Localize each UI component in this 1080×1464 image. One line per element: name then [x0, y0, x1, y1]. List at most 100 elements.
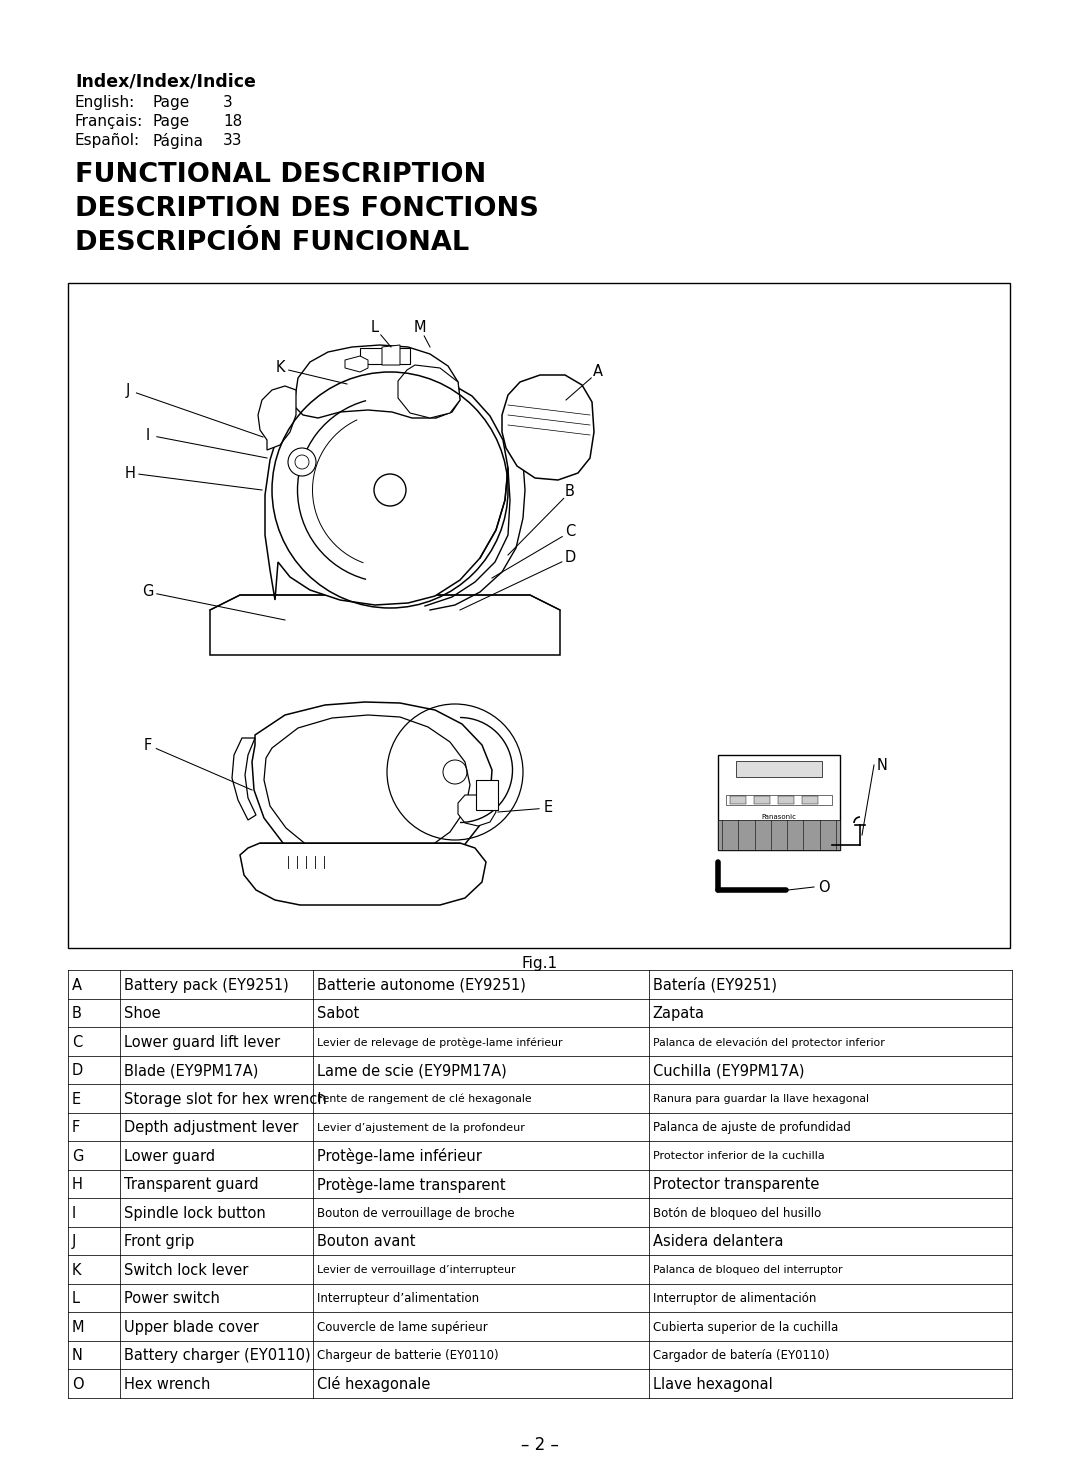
- Text: Palanca de ajuste de profundidad: Palanca de ajuste de profundidad: [652, 1121, 850, 1135]
- Text: Fig.1: Fig.1: [522, 956, 558, 971]
- Polygon shape: [265, 373, 508, 605]
- Text: C: C: [72, 1035, 82, 1050]
- Text: F: F: [144, 738, 152, 752]
- Polygon shape: [345, 356, 368, 372]
- Text: Index/Index/Indice: Index/Index/Indice: [75, 72, 256, 89]
- Text: K: K: [275, 360, 285, 375]
- Text: English:: English:: [75, 95, 135, 110]
- Text: Página: Página: [153, 133, 204, 149]
- Text: FUNCTIONAL DESCRIPTION: FUNCTIONAL DESCRIPTION: [75, 163, 486, 187]
- Text: Transparent guard: Transparent guard: [124, 1177, 258, 1192]
- Bar: [778, 796, 794, 804]
- Text: M: M: [72, 1319, 84, 1335]
- Text: I: I: [72, 1206, 77, 1221]
- Text: E: E: [543, 801, 553, 815]
- Text: A: A: [72, 978, 82, 993]
- Text: Spindle lock button: Spindle lock button: [124, 1206, 266, 1221]
- Text: 3: 3: [222, 95, 233, 110]
- Text: Protège-lame inférieur: Protège-lame inférieur: [318, 1148, 483, 1164]
- Text: J: J: [125, 382, 131, 398]
- Text: Cubierta superior de la cuchilla: Cubierta superior de la cuchilla: [652, 1321, 838, 1334]
- Text: Lower guard lift lever: Lower guard lift lever: [124, 1035, 280, 1050]
- Text: I: I: [146, 427, 150, 442]
- Text: J: J: [72, 1234, 77, 1249]
- Text: Page: Page: [153, 114, 190, 129]
- Text: Palanca de bloqueo del interruptor: Palanca de bloqueo del interruptor: [652, 1265, 842, 1275]
- Text: N: N: [877, 757, 888, 773]
- Text: Sabot: Sabot: [318, 1006, 360, 1022]
- Bar: [68, 283, 1010, 949]
- Text: Upper blade cover: Upper blade cover: [124, 1319, 259, 1335]
- Text: Botón de bloqueo del husillo: Botón de bloqueo del husillo: [652, 1206, 821, 1220]
- Bar: [476, 780, 498, 810]
- Text: DESCRIPTION DES FONCTIONS: DESCRIPTION DES FONCTIONS: [75, 196, 539, 223]
- Text: O: O: [819, 880, 829, 895]
- Text: Fente de rangement de clé hexagonale: Fente de rangement de clé hexagonale: [318, 1094, 532, 1104]
- Text: Batterie autonome (EY9251): Batterie autonome (EY9251): [318, 978, 526, 993]
- Text: Switch lock lever: Switch lock lever: [124, 1263, 248, 1278]
- Text: G: G: [72, 1149, 83, 1164]
- Text: N: N: [72, 1348, 83, 1363]
- Text: Depth adjustment lever: Depth adjustment lever: [124, 1120, 298, 1135]
- Polygon shape: [240, 843, 486, 905]
- Text: Hex wrench: Hex wrench: [124, 1376, 211, 1392]
- Text: Front grip: Front grip: [124, 1234, 194, 1249]
- Text: Levier d’ajustement de la profondeur: Levier d’ajustement de la profondeur: [318, 1123, 525, 1133]
- Text: Lame de scie (EY9PM17A): Lame de scie (EY9PM17A): [318, 1063, 508, 1079]
- Text: Page: Page: [153, 95, 190, 110]
- Text: Battery pack (EY9251): Battery pack (EY9251): [124, 978, 288, 993]
- Text: Cargador de batería (EY0110): Cargador de batería (EY0110): [652, 1350, 829, 1362]
- Text: Levier de verrouillage d’interrupteur: Levier de verrouillage d’interrupteur: [318, 1265, 516, 1275]
- Bar: [718, 820, 840, 851]
- Text: Levier de relevage de protège-lame inférieur: Levier de relevage de protège-lame infér…: [318, 1037, 563, 1048]
- Polygon shape: [258, 386, 296, 449]
- Text: Protector inferior de la cuchilla: Protector inferior de la cuchilla: [652, 1151, 824, 1161]
- Text: Couvercle de lame supérieur: Couvercle de lame supérieur: [318, 1321, 488, 1334]
- Text: – 2 –: – 2 –: [521, 1436, 559, 1454]
- Text: Lower guard: Lower guard: [124, 1149, 215, 1164]
- Text: Bouton de verrouillage de broche: Bouton de verrouillage de broche: [318, 1206, 515, 1220]
- Text: H: H: [72, 1177, 83, 1192]
- Text: D: D: [565, 550, 576, 565]
- Bar: [802, 796, 818, 804]
- Bar: [730, 796, 746, 804]
- Text: Llave hexagonal: Llave hexagonal: [652, 1376, 772, 1392]
- Text: Zapata: Zapata: [652, 1006, 704, 1022]
- Text: Ranura para guardar la llave hexagonal: Ranura para guardar la llave hexagonal: [652, 1094, 868, 1104]
- Polygon shape: [382, 346, 400, 365]
- Text: Español:: Español:: [75, 133, 140, 148]
- Text: Power switch: Power switch: [124, 1291, 220, 1306]
- Text: Chargeur de batterie (EY0110): Chargeur de batterie (EY0110): [318, 1350, 499, 1362]
- Bar: [718, 755, 840, 851]
- Text: H: H: [124, 466, 135, 480]
- Text: 33: 33: [222, 133, 243, 148]
- Text: Batería (EY9251): Batería (EY9251): [652, 978, 777, 993]
- Polygon shape: [210, 594, 561, 654]
- Bar: [754, 796, 770, 804]
- Polygon shape: [295, 346, 460, 419]
- Polygon shape: [252, 703, 492, 875]
- Text: Asidera delantera: Asidera delantera: [652, 1234, 783, 1249]
- Text: M: M: [414, 321, 427, 335]
- Text: B: B: [72, 1006, 82, 1022]
- Bar: [726, 795, 832, 805]
- Text: Panasonic: Panasonic: [761, 814, 797, 820]
- Polygon shape: [360, 348, 410, 365]
- Text: Interruptor de alimentación: Interruptor de alimentación: [652, 1293, 815, 1306]
- Text: C: C: [565, 524, 576, 540]
- Text: 18: 18: [222, 114, 242, 129]
- Circle shape: [288, 448, 316, 476]
- Text: F: F: [72, 1120, 80, 1135]
- Text: Shoe: Shoe: [124, 1006, 161, 1022]
- Text: G: G: [143, 584, 153, 599]
- Text: Storage slot for hex wrench: Storage slot for hex wrench: [124, 1092, 326, 1107]
- Polygon shape: [458, 795, 496, 826]
- Text: DESCRIPCIÓN FUNCIONAL: DESCRIPCIÓN FUNCIONAL: [75, 230, 469, 256]
- Text: D: D: [72, 1063, 83, 1079]
- Text: Interrupteur d’alimentation: Interrupteur d’alimentation: [318, 1293, 480, 1306]
- Text: Bouton avant: Bouton avant: [318, 1234, 416, 1249]
- Polygon shape: [399, 365, 460, 419]
- Text: Français:: Français:: [75, 114, 144, 129]
- Text: Blade (EY9PM17A): Blade (EY9PM17A): [124, 1063, 258, 1079]
- Text: Protector transparente: Protector transparente: [652, 1177, 819, 1192]
